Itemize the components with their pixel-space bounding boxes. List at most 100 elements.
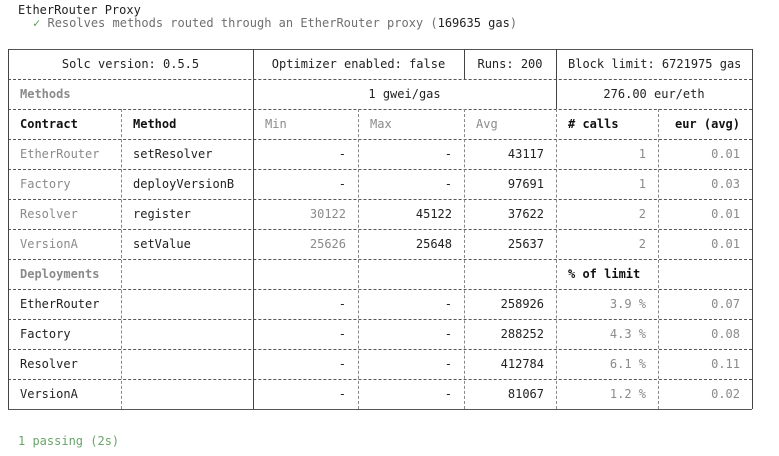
table-row-divider [8, 199, 752, 200]
deployment-eur: 0.08 [711, 327, 740, 341]
table-column-divider [253, 79, 254, 109]
table-column-divider [358, 109, 359, 409]
table-row-divider [8, 139, 752, 140]
table-column-divider [658, 109, 659, 409]
deployment-pct: 4.3 % [609, 327, 646, 341]
header-pct-limit: % of limit [568, 267, 641, 281]
deployment-avg: 288252 [500, 327, 544, 341]
header-max: Max [370, 117, 392, 131]
table-row-divider [8, 79, 752, 80]
method-name: setResolver [133, 147, 213, 161]
deployment-min: - [338, 357, 346, 371]
table-column-divider [752, 49, 753, 409]
table-row-divider [8, 319, 752, 320]
gas-report-table: Solc version: 0.5.5 Optimizer enabled: fa… [8, 45, 753, 418]
method-eur: 0.01 [711, 207, 740, 221]
method-name: register [133, 207, 191, 221]
methods-section-label: Methods [20, 87, 71, 101]
suite-title: EtherRouter Proxy [18, 3, 141, 17]
table-column-divider [556, 79, 557, 109]
table-column-divider [253, 49, 254, 79]
table-row-divider [8, 259, 752, 260]
method-contract: Resolver [20, 207, 78, 221]
passing-summary: 1 passing (2s) [18, 434, 120, 448]
method-contract: Factory [20, 177, 71, 191]
header-calls: # calls [568, 117, 619, 131]
header-eur: eur (avg) [674, 117, 740, 131]
deployment-max: - [444, 387, 452, 401]
header-avg: Avg [476, 117, 498, 131]
table-column-divider [464, 109, 465, 409]
method-avg: 37622 [507, 207, 544, 221]
method-min: 30122 [309, 207, 346, 221]
deployment-pct: 1.2 % [609, 387, 646, 401]
deployment-avg: 81067 [507, 387, 544, 401]
deployments-section-label: Deployments [20, 267, 100, 281]
deployment-pct: 6.1 % [609, 357, 646, 371]
method-min: 25626 [309, 237, 346, 251]
eur-rate: 276.00 eur/eth [603, 87, 705, 101]
check-icon: ✓ [33, 16, 41, 30]
method-name: setValue [133, 237, 191, 251]
table-column-divider [556, 109, 557, 409]
deployment-eur: 0.11 [711, 357, 740, 371]
method-eur: 0.01 [711, 147, 740, 161]
method-contract: VersionA [20, 237, 78, 251]
deployment-min: - [338, 387, 346, 401]
method-max: 25648 [415, 237, 452, 251]
table-column-divider [464, 49, 465, 79]
table-column-divider [556, 49, 557, 79]
test-description: Resolves methods routed through an Ether… [47, 16, 438, 30]
table-row-divider [8, 289, 752, 290]
method-name: deployVersionB [133, 177, 235, 191]
header-method: Method [133, 117, 177, 131]
test-gas-close: ) [509, 16, 518, 30]
header-contract: Contract [20, 117, 78, 131]
table-column-divider [253, 109, 254, 409]
deployment-pct: 3.9 % [609, 297, 646, 311]
method-max: - [444, 147, 452, 161]
method-calls: 1 [638, 147, 646, 161]
table-row-divider [8, 379, 752, 380]
deployment-eur: 0.07 [711, 297, 740, 311]
table-column-divider [121, 109, 122, 409]
deployment-min: - [338, 327, 346, 341]
method-contract: EtherRouter [20, 147, 100, 161]
method-eur: 0.03 [711, 177, 740, 191]
deployment-contract: VersionA [20, 387, 78, 401]
method-eur: 0.01 [711, 237, 740, 251]
method-min: - [338, 177, 346, 191]
method-calls: 1 [638, 177, 646, 191]
gas-price: 1 gwei/gas [368, 87, 441, 101]
block-limit: Block limit: 6721975 gas [568, 57, 740, 71]
deployment-contract: Resolver [20, 357, 78, 371]
header-min: Min [265, 117, 287, 131]
test-gas: 169635 gas [437, 16, 510, 30]
method-avg: 25637 [507, 237, 544, 251]
deployment-avg: 412784 [500, 357, 544, 371]
deployment-min: - [338, 297, 346, 311]
table-row-divider [8, 409, 752, 410]
deployment-max: - [444, 327, 452, 341]
method-max: - [444, 177, 452, 191]
table-row-divider [8, 229, 752, 230]
deployment-avg: 258926 [500, 297, 544, 311]
deployment-contract: Factory [20, 327, 71, 341]
deployment-contract: EtherRouter [20, 297, 100, 311]
deployment-max: - [444, 357, 452, 371]
optimizer-status: Optimizer enabled: false [271, 57, 446, 71]
method-avg: 43117 [507, 147, 544, 161]
table-row-divider [8, 109, 752, 110]
method-calls: 2 [638, 207, 646, 221]
table-row-divider [8, 169, 752, 170]
table-row-divider [8, 49, 752, 50]
deployment-max: - [444, 297, 452, 311]
deployment-eur: 0.02 [711, 387, 740, 401]
method-max: 45122 [415, 207, 452, 221]
method-calls: 2 [638, 237, 646, 251]
runs-count: Runs: 200 [477, 57, 543, 71]
table-column-divider [8, 49, 9, 409]
method-min: - [338, 147, 346, 161]
test-result: ✓ Resolves methods routed through an Eth… [33, 16, 517, 30]
solc-version: Solc version: 0.5.5 [61, 57, 200, 71]
